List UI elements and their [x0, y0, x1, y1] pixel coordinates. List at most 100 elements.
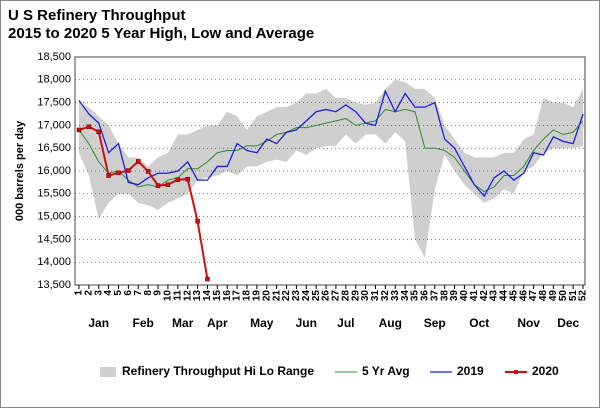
x-tick-label: 13: [192, 290, 203, 302]
x-tick-label: 42: [479, 290, 490, 302]
x-tick-label: 24: [301, 290, 312, 302]
plot-border: [74, 56, 586, 286]
y-tick-label: 16,000: [37, 165, 71, 177]
series-line: [78, 108, 584, 193]
point: [175, 177, 181, 182]
x-tick-label: 16: [222, 290, 233, 302]
x-tick-label: 31: [370, 290, 381, 302]
point: [116, 170, 121, 176]
month-label: Jun: [296, 316, 317, 330]
x-tick-label: 52: [578, 290, 589, 302]
y-tick-label: 15,500: [37, 188, 71, 200]
x-tick-label: 25: [311, 290, 322, 302]
x-tick-label: 47: [528, 290, 539, 302]
x-tick-label: 23: [291, 290, 302, 302]
x-tick-label: 49: [548, 290, 559, 302]
month-label: Aug: [379, 316, 402, 330]
x-tick-label: 29: [350, 290, 361, 302]
month-label: Oct: [469, 316, 489, 330]
x-tick-label: 26: [321, 290, 332, 302]
y-tick-label: 14,000: [37, 256, 71, 268]
y-tick-label: 18,500: [37, 51, 71, 63]
x-tick-label: 32: [380, 290, 391, 302]
y-tick-label: 16,500: [37, 142, 71, 154]
x-tick-label: 17: [232, 290, 243, 302]
legend-label: 2020: [532, 364, 559, 378]
x-tick-label: 46: [518, 290, 529, 302]
chart-subtitle: 2015 to 2020 5 Year High, Low and Averag…: [8, 25, 314, 42]
x-tick-label: 48: [538, 290, 549, 302]
x-tick-label: 35: [410, 290, 421, 302]
x-tick-label: 51: [568, 290, 579, 302]
point: [185, 176, 190, 182]
x-tick-label: 45: [508, 290, 519, 302]
x-tick-label: 18: [242, 290, 253, 302]
y-tick-label: 15,000: [37, 211, 71, 223]
x-tick-label: 9: [153, 290, 164, 296]
legend-label: 2019: [457, 364, 484, 378]
month-label: Feb: [133, 316, 154, 330]
x-tick-label: 19: [252, 290, 263, 302]
x-tick-label: 37: [429, 290, 440, 302]
x-tick-label: 3: [93, 290, 104, 296]
month-label: Mar: [172, 316, 194, 330]
x-tick-label: 22: [281, 290, 292, 302]
point: [205, 276, 210, 282]
x-tick-label: 14: [202, 290, 213, 302]
month-label: Apr: [207, 316, 228, 330]
x-tick-label: 4: [103, 290, 114, 296]
point: [145, 169, 151, 174]
x-tick-label: 43: [489, 290, 500, 302]
x-tick-label: 50: [558, 290, 569, 302]
x-tick-label: 7: [133, 290, 144, 296]
point: [155, 183, 161, 188]
x-tick-label: 15: [212, 290, 223, 302]
point: [136, 159, 141, 164]
point: [195, 218, 200, 224]
month-label: Jul: [337, 316, 354, 330]
point: [96, 129, 101, 135]
month-label: Nov: [517, 316, 540, 330]
y-tick-label: 14,500: [37, 233, 71, 245]
point: [106, 173, 111, 178]
legend-swatch: [100, 367, 116, 377]
y-tick-label: 13,500: [37, 279, 71, 291]
x-tick-label: 30: [360, 290, 371, 302]
x-tick-label: 34: [400, 290, 411, 302]
chart-title: U S Refinery Throughput: [8, 7, 186, 24]
point: [165, 182, 171, 187]
x-tick-label: 8: [143, 290, 154, 296]
legend-marker: [514, 370, 518, 374]
month-label: Jan: [88, 316, 109, 330]
point: [76, 127, 82, 133]
x-tick-label: 27: [331, 290, 342, 302]
x-tick-label: 5: [113, 290, 124, 296]
series-line: [78, 89, 584, 198]
y-tick-label: 17,000: [37, 119, 71, 131]
x-tick-label: 41: [469, 290, 480, 302]
x-tick-label: 2: [83, 290, 94, 296]
month-label: Sep: [424, 316, 446, 330]
y-tick-label: 17,500: [37, 97, 71, 109]
x-tick-label: 20: [261, 290, 272, 302]
x-tick-label: 36: [420, 290, 431, 302]
x-tick-label: 6: [123, 290, 134, 296]
x-tick-label: 21: [271, 290, 282, 302]
x-tick-label: 33: [390, 290, 401, 302]
legend-label: 5 Yr Avg: [362, 364, 410, 378]
x-tick-label: 28: [340, 290, 351, 302]
x-tick-label: 38: [439, 290, 450, 302]
y-tick-label: 18,000: [37, 74, 71, 86]
x-tick-label: 39: [449, 290, 460, 302]
y-axis-label: 000 barrels per day: [14, 120, 26, 221]
x-tick-label: 44: [499, 290, 510, 302]
x-tick-label: 11: [172, 290, 183, 301]
x-tick-label: 1: [74, 290, 85, 296]
month-label: Dec: [557, 316, 579, 330]
point: [86, 124, 92, 130]
x-tick-label: 40: [459, 290, 470, 302]
month-label: May: [250, 316, 274, 330]
legend-label: Refinery Throughput Hi Lo Range: [122, 364, 314, 378]
